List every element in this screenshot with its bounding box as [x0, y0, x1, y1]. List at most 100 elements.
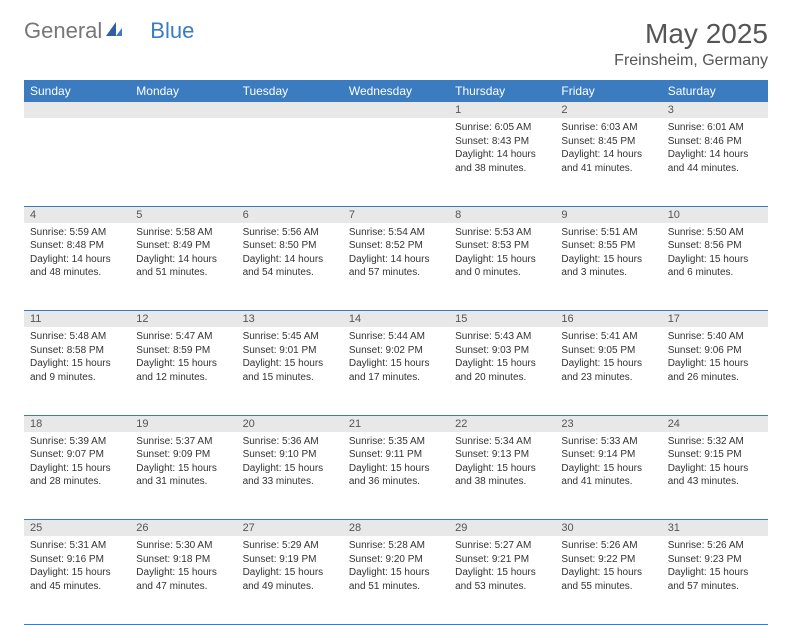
sunrise-text: Sunrise: 5:51 AM	[561, 226, 655, 240]
daylight-text: Daylight: 15 hours and 45 minutes.	[30, 566, 124, 593]
day-number: 29	[449, 520, 555, 537]
day-number: 26	[130, 520, 236, 537]
sunset-text: Sunset: 9:06 PM	[668, 344, 762, 358]
day-number-row: 123	[24, 102, 768, 118]
day-cell: Sunrise: 5:32 AMSunset: 9:15 PMDaylight:…	[662, 432, 768, 520]
day-cell: Sunrise: 5:29 AMSunset: 9:19 PMDaylight:…	[237, 536, 343, 624]
day-number: 18	[24, 415, 130, 432]
sunset-text: Sunset: 8:55 PM	[561, 239, 655, 253]
day-number: 10	[662, 206, 768, 223]
day-number-row: 18192021222324	[24, 415, 768, 432]
day-cell: Sunrise: 5:35 AMSunset: 9:11 PMDaylight:…	[343, 432, 449, 520]
sunset-text: Sunset: 8:59 PM	[136, 344, 230, 358]
daylight-text: Daylight: 14 hours and 38 minutes.	[455, 148, 549, 175]
day-number: 6	[237, 206, 343, 223]
weekday-header: Saturday	[662, 80, 768, 102]
day-number-row: 45678910	[24, 206, 768, 223]
day-number: 25	[24, 520, 130, 537]
day-cell: Sunrise: 5:36 AMSunset: 9:10 PMDaylight:…	[237, 432, 343, 520]
day-number: 9	[555, 206, 661, 223]
sunset-text: Sunset: 9:16 PM	[30, 553, 124, 567]
day-number: 16	[555, 311, 661, 328]
day-cell: Sunrise: 6:03 AMSunset: 8:45 PMDaylight:…	[555, 118, 661, 206]
sunrise-text: Sunrise: 5:50 AM	[668, 226, 762, 240]
day-number: 24	[662, 415, 768, 432]
day-cell: Sunrise: 5:41 AMSunset: 9:05 PMDaylight:…	[555, 327, 661, 415]
daylight-text: Daylight: 15 hours and 57 minutes.	[668, 566, 762, 593]
daylight-text: Daylight: 15 hours and 31 minutes.	[136, 462, 230, 489]
daylight-text: Daylight: 15 hours and 9 minutes.	[30, 357, 124, 384]
sunrise-text: Sunrise: 5:35 AM	[349, 435, 443, 449]
daylight-text: Daylight: 15 hours and 15 minutes.	[243, 357, 337, 384]
sunset-text: Sunset: 8:43 PM	[455, 135, 549, 149]
sunset-text: Sunset: 9:14 PM	[561, 448, 655, 462]
day-cell: Sunrise: 5:26 AMSunset: 9:22 PMDaylight:…	[555, 536, 661, 624]
sunrise-text: Sunrise: 5:43 AM	[455, 330, 549, 344]
day-cell: Sunrise: 5:53 AMSunset: 8:53 PMDaylight:…	[449, 223, 555, 311]
day-cell: Sunrise: 5:40 AMSunset: 9:06 PMDaylight:…	[662, 327, 768, 415]
sunset-text: Sunset: 8:48 PM	[30, 239, 124, 253]
day-content-row: Sunrise: 6:05 AMSunset: 8:43 PMDaylight:…	[24, 118, 768, 206]
day-cell: Sunrise: 5:37 AMSunset: 9:09 PMDaylight:…	[130, 432, 236, 520]
daylight-text: Daylight: 15 hours and 53 minutes.	[455, 566, 549, 593]
day-number: 22	[449, 415, 555, 432]
sunset-text: Sunset: 9:19 PM	[243, 553, 337, 567]
daylight-text: Daylight: 15 hours and 23 minutes.	[561, 357, 655, 384]
daylight-text: Daylight: 14 hours and 51 minutes.	[136, 253, 230, 280]
sunrise-text: Sunrise: 5:40 AM	[668, 330, 762, 344]
weekday-header: Wednesday	[343, 80, 449, 102]
sunset-text: Sunset: 9:03 PM	[455, 344, 549, 358]
sunset-text: Sunset: 8:58 PM	[30, 344, 124, 358]
sunset-text: Sunset: 8:50 PM	[243, 239, 337, 253]
sunset-text: Sunset: 9:21 PM	[455, 553, 549, 567]
logo: General Blue	[24, 18, 194, 44]
sunrise-text: Sunrise: 5:32 AM	[668, 435, 762, 449]
sunset-text: Sunset: 9:09 PM	[136, 448, 230, 462]
day-number	[24, 102, 130, 118]
location: Freinsheim, Germany	[614, 52, 768, 70]
day-cell: Sunrise: 5:39 AMSunset: 9:07 PMDaylight:…	[24, 432, 130, 520]
day-cell	[237, 118, 343, 206]
day-content-row: Sunrise: 5:59 AMSunset: 8:48 PMDaylight:…	[24, 223, 768, 311]
sunrise-text: Sunrise: 5:39 AM	[30, 435, 124, 449]
sunset-text: Sunset: 8:52 PM	[349, 239, 443, 253]
sunset-text: Sunset: 9:05 PM	[561, 344, 655, 358]
sunset-text: Sunset: 9:01 PM	[243, 344, 337, 358]
sunset-text: Sunset: 8:53 PM	[455, 239, 549, 253]
sunrise-text: Sunrise: 5:48 AM	[30, 330, 124, 344]
sunset-text: Sunset: 9:11 PM	[349, 448, 443, 462]
day-number: 19	[130, 415, 236, 432]
logo-sail-icon	[104, 18, 124, 44]
sunrise-text: Sunrise: 5:31 AM	[30, 539, 124, 553]
day-number-row: 11121314151617	[24, 311, 768, 328]
day-number: 14	[343, 311, 449, 328]
daylight-text: Daylight: 15 hours and 17 minutes.	[349, 357, 443, 384]
daylight-text: Daylight: 15 hours and 41 minutes.	[561, 462, 655, 489]
daylight-text: Daylight: 15 hours and 55 minutes.	[561, 566, 655, 593]
daylight-text: Daylight: 14 hours and 41 minutes.	[561, 148, 655, 175]
sunset-text: Sunset: 9:07 PM	[30, 448, 124, 462]
daylight-text: Daylight: 15 hours and 47 minutes.	[136, 566, 230, 593]
day-number	[343, 102, 449, 118]
day-cell: Sunrise: 5:26 AMSunset: 9:23 PMDaylight:…	[662, 536, 768, 624]
sunset-text: Sunset: 8:49 PM	[136, 239, 230, 253]
day-cell: Sunrise: 5:30 AMSunset: 9:18 PMDaylight:…	[130, 536, 236, 624]
sunrise-text: Sunrise: 5:27 AM	[455, 539, 549, 553]
day-number: 5	[130, 206, 236, 223]
sunset-text: Sunset: 8:46 PM	[668, 135, 762, 149]
sunrise-text: Sunrise: 5:44 AM	[349, 330, 443, 344]
weekday-header: Tuesday	[237, 80, 343, 102]
daylight-text: Daylight: 15 hours and 36 minutes.	[349, 462, 443, 489]
daylight-text: Daylight: 15 hours and 49 minutes.	[243, 566, 337, 593]
sunset-text: Sunset: 9:13 PM	[455, 448, 549, 462]
day-cell: Sunrise: 5:34 AMSunset: 9:13 PMDaylight:…	[449, 432, 555, 520]
day-cell: Sunrise: 5:47 AMSunset: 8:59 PMDaylight:…	[130, 327, 236, 415]
sunrise-text: Sunrise: 5:36 AM	[243, 435, 337, 449]
day-number: 20	[237, 415, 343, 432]
daylight-text: Daylight: 15 hours and 3 minutes.	[561, 253, 655, 280]
sunrise-text: Sunrise: 5:41 AM	[561, 330, 655, 344]
sunset-text: Sunset: 9:10 PM	[243, 448, 337, 462]
day-number: 2	[555, 102, 661, 118]
sunrise-text: Sunrise: 5:58 AM	[136, 226, 230, 240]
sunrise-text: Sunrise: 5:26 AM	[668, 539, 762, 553]
